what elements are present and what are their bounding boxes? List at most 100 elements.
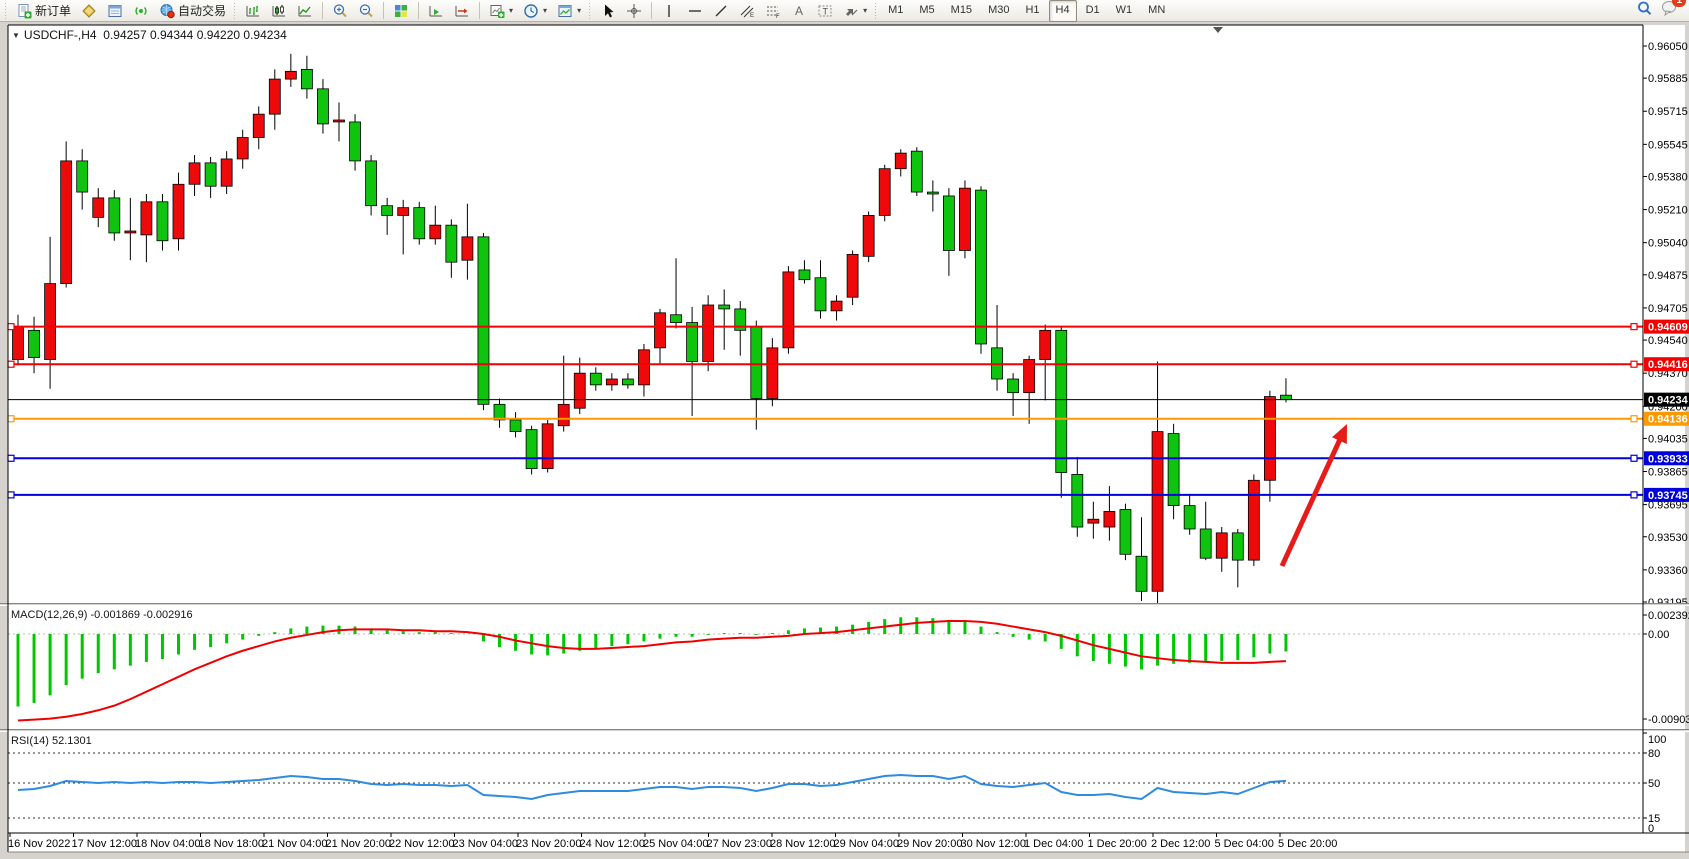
candlestick-chart-button[interactable] <box>266 0 292 22</box>
line-chart-icon <box>297 3 313 19</box>
data-window-button[interactable] <box>102 0 128 22</box>
templates-button[interactable]: ▾ <box>552 0 586 22</box>
timeframe-button-m1[interactable]: M1 <box>888 3 904 16</box>
new-chart-icon <box>489 3 505 19</box>
timeframe-button-h4[interactable]: H4 <box>1048 0 1077 22</box>
navigator-icon <box>133 3 149 19</box>
svg-text:0: 0 <box>1648 823 1654 835</box>
tile-windows-button[interactable] <box>388 0 414 22</box>
svg-text:100: 100 <box>1648 734 1666 746</box>
macd-signal-line <box>17 619 1286 722</box>
fibonacci-tool-button[interactable]: F <box>760 0 786 22</box>
auto-scroll-button[interactable] <box>423 0 449 22</box>
svg-text:0.95040: 0.95040 <box>1648 238 1688 250</box>
svg-text:0.94540: 0.94540 <box>1648 335 1688 347</box>
notifications-button[interactable]: 1 <box>1661 0 1686 21</box>
channel-tool-button[interactable]: E <box>734 0 760 22</box>
cursor-icon <box>600 3 616 19</box>
zoom-in-icon <box>332 3 348 19</box>
svg-text:23 Nov 04:00: 23 Nov 04:00 <box>453 838 518 850</box>
channel-icon: E <box>739 3 755 19</box>
svg-text:-0.009037: -0.009037 <box>1648 714 1689 726</box>
svg-text:21 Nov 20:00: 21 Nov 20:00 <box>326 838 391 850</box>
timeframe-button-w1[interactable]: W1 <box>1115 3 1133 16</box>
autotrading-icon <box>159 3 175 19</box>
cursor-tool-button[interactable] <box>595 0 621 22</box>
market-watch-button[interactable] <box>76 0 102 22</box>
timeframe-button-m5[interactable]: M5 <box>919 3 935 16</box>
svg-text:5 Dec 20:00: 5 Dec 20:00 <box>1278 838 1337 850</box>
timeframe-button-d1[interactable]: D1 <box>1085 3 1100 16</box>
search-icon[interactable] <box>1636 0 1653 22</box>
svg-text:0.93933: 0.93933 <box>1648 453 1688 465</box>
bar-chart-button[interactable] <box>240 0 266 22</box>
horizontal-line-icon <box>687 3 703 19</box>
svg-text:29 Nov 04:00: 29 Nov 04:00 <box>834 838 899 850</box>
period-clock-button[interactable]: ▾ <box>518 0 552 22</box>
hlines-layer[interactable]: 0.94609 0.94416 0.94234 0.94136 0.93933 0.937… <box>7 319 1689 502</box>
new-order-icon <box>16 3 32 19</box>
chart-shift-marker[interactable] <box>1213 27 1223 33</box>
candles-layer <box>12 53 1292 605</box>
svg-text:T: T <box>823 6 829 16</box>
svg-text:0.94136: 0.94136 <box>1648 414 1688 426</box>
svg-text:0.94609: 0.94609 <box>1648 322 1688 334</box>
new-chart-button[interactable]: ▾ <box>484 0 518 22</box>
text-tool-button[interactable]: A <box>786 0 812 22</box>
navigator-button[interactable] <box>128 0 154 22</box>
autotrading-button[interactable]: 自动交易 <box>154 0 231 22</box>
arrow-annotation[interactable] <box>1279 432 1346 568</box>
vertical-line-tool-button[interactable] <box>656 0 682 22</box>
timeframe-button-m30[interactable]: M30 <box>988 3 1010 16</box>
macd-panel: 0.002392 0.00 -0.009037 <box>8 610 1689 726</box>
svg-text:A: A <box>795 4 803 18</box>
svg-text:30 Nov 12:00: 30 Nov 12:00 <box>961 838 1026 850</box>
new-order-button[interactable]: 新订单 <box>11 0 76 22</box>
bar-chart-icon <box>245 3 261 19</box>
zoom-out-icon <box>358 3 374 19</box>
svg-text:0.95715: 0.95715 <box>1648 106 1688 118</box>
market-watch-icon <box>81 3 97 19</box>
svg-text:18 Nov 18:00: 18 Nov 18:00 <box>199 838 264 850</box>
svg-text:0.93530: 0.93530 <box>1648 532 1688 544</box>
chart-shift-button[interactable] <box>449 0 475 22</box>
dropdown-arrow-icon: ▾ <box>863 6 868 15</box>
svg-text:0.95210: 0.95210 <box>1648 205 1688 217</box>
text-label-icon: T <box>817 3 833 19</box>
line-chart-button[interactable] <box>292 0 318 22</box>
timeframe-button-h1[interactable]: H1 <box>1025 3 1040 16</box>
svg-text:21 Nov 04:00: 21 Nov 04:00 <box>262 838 327 850</box>
svg-text:27 Nov 23:00: 27 Nov 23:00 <box>707 838 772 850</box>
svg-text:0.94705: 0.94705 <box>1648 303 1688 315</box>
dropdown-arrow-icon: ▾ <box>509 6 514 15</box>
toolbar-grip[interactable] <box>4 2 7 19</box>
svg-text:0.93745: 0.93745 <box>1648 490 1688 502</box>
zoom-in-button[interactable] <box>327 0 353 22</box>
svg-text:0.93360: 0.93360 <box>1648 565 1688 577</box>
timeframe-bar: M1 M5 M15 M30 H1 H4 D1 W1 MN <box>881 0 1172 22</box>
timeframe-button-m15[interactable]: M15 <box>950 3 973 16</box>
timeframe-button-mn[interactable]: MN <box>1148 3 1166 16</box>
main-toolbar: 新订单 自动交易 <box>0 0 1689 22</box>
text-icon: A <box>791 3 807 19</box>
crosshair-tool-button[interactable] <box>621 0 647 22</box>
text-label-tool-button[interactable]: T <box>812 0 838 22</box>
period-clock-icon <box>523 3 539 19</box>
templates-icon <box>557 3 573 19</box>
trendline-tool-button[interactable] <box>708 0 734 22</box>
time-axis: 16 Nov 2022 17 Nov 12:0018 Nov 04:0018 No… <box>8 833 1337 850</box>
zoom-out-button[interactable] <box>353 0 379 22</box>
arrows-tool-button[interactable]: ▾ <box>838 0 872 22</box>
toolbar-grip[interactable] <box>588 2 592 19</box>
svg-text:22 Nov 12:00: 22 Nov 12:00 <box>389 838 454 850</box>
svg-text:1 Dec 04:00: 1 Dec 04:00 <box>1024 838 1083 850</box>
arrow-head <box>1331 424 1347 444</box>
toolbar-grip[interactable] <box>874 2 878 19</box>
price-chart-canvas[interactable]: 0.96050 0.95885 0.95715 0.95545 0.95380 0.952… <box>0 22 1689 859</box>
horizontal-line-tool-button[interactable] <box>682 0 708 22</box>
svg-text:0.95380: 0.95380 <box>1648 171 1688 183</box>
toolbar-grip[interactable] <box>233 2 237 19</box>
candlestick-chart-icon <box>271 3 287 19</box>
svg-text:0.95885: 0.95885 <box>1648 73 1688 85</box>
